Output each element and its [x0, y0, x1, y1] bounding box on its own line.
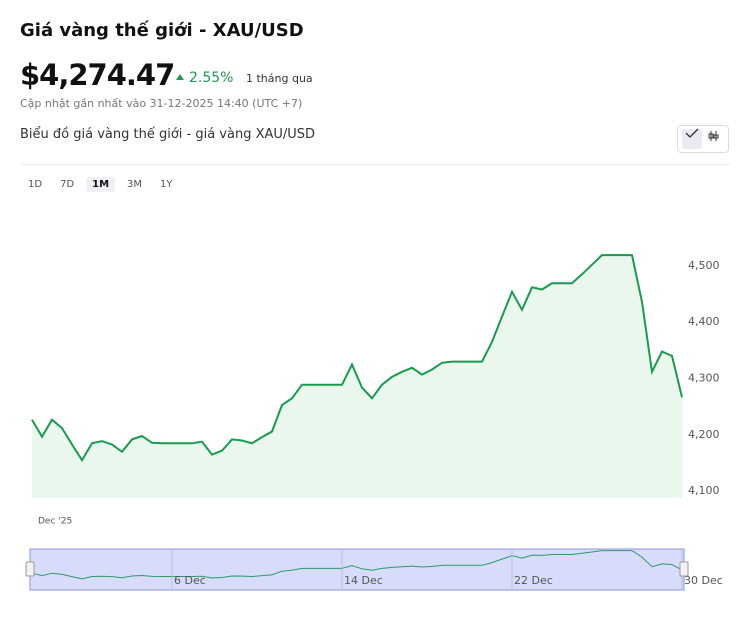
navigator-handle[interactable] — [25, 561, 35, 577]
navigator-line — [31, 550, 683, 580]
navigator-handle[interactable] — [679, 561, 689, 577]
y-tick-label: 4,300 — [688, 372, 720, 385]
range-tab[interactable]: 1D — [28, 179, 43, 190]
range-tab[interactable]: 3M — [127, 179, 143, 190]
period: 1 tháng qua — [246, 72, 313, 85]
y-tick-label: 4,100 — [688, 484, 720, 497]
navigator-label: 30 Dec — [684, 574, 723, 587]
range-tab[interactable]: 7D — [60, 179, 75, 190]
y-tick-label: 4,200 — [688, 428, 720, 441]
y-tick-label: 4,400 — [688, 315, 720, 328]
updated: Cập nhật gần nhất vào 31-12-2025 14:40 (… — [20, 97, 303, 110]
navigator-label: 14 Dec — [344, 574, 383, 587]
candle-icon — [708, 131, 719, 141]
navigator-label: 22 Dec — [514, 574, 553, 587]
title: Giá vàng thế giới - XAU/USD — [20, 20, 304, 41]
y-tick-label: 4,500 — [688, 259, 720, 272]
price-line — [31, 254, 683, 463]
line-icon — [685, 128, 699, 138]
range-tab[interactable]: 1Y — [160, 179, 173, 190]
price: $4,274.47 — [20, 58, 175, 92]
x-label: Dec '25 — [38, 517, 72, 527]
range-tab[interactable]: 1M — [86, 177, 116, 192]
separator — [20, 164, 730, 165]
subtitle: Biểu đồ giá vàng thế giới - giá vàng XAU… — [20, 127, 316, 142]
range-tabs: 1D 7D 1M 3M 1Y — [22, 177, 179, 192]
change: 2.55% — [176, 70, 233, 86]
navigator-label: 6 Dec — [174, 574, 206, 587]
